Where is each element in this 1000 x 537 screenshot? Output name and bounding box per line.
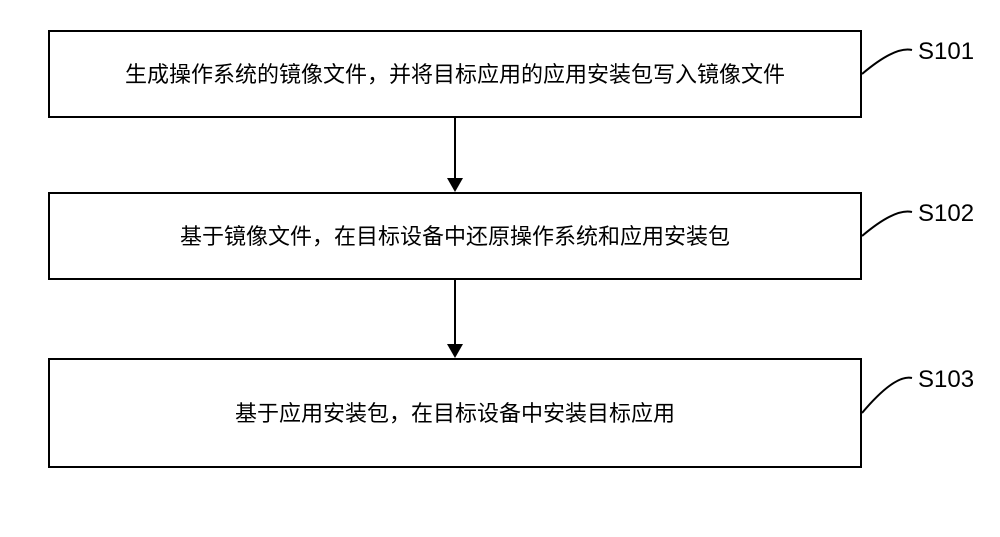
flowchart-canvas: 生成操作系统的镜像文件，并将目标应用的应用安装包写入镜像文件 S101 基于镜像… (0, 0, 1000, 537)
connector-s103 (0, 0, 1000, 537)
step-label-s103: S103 (918, 366, 974, 394)
